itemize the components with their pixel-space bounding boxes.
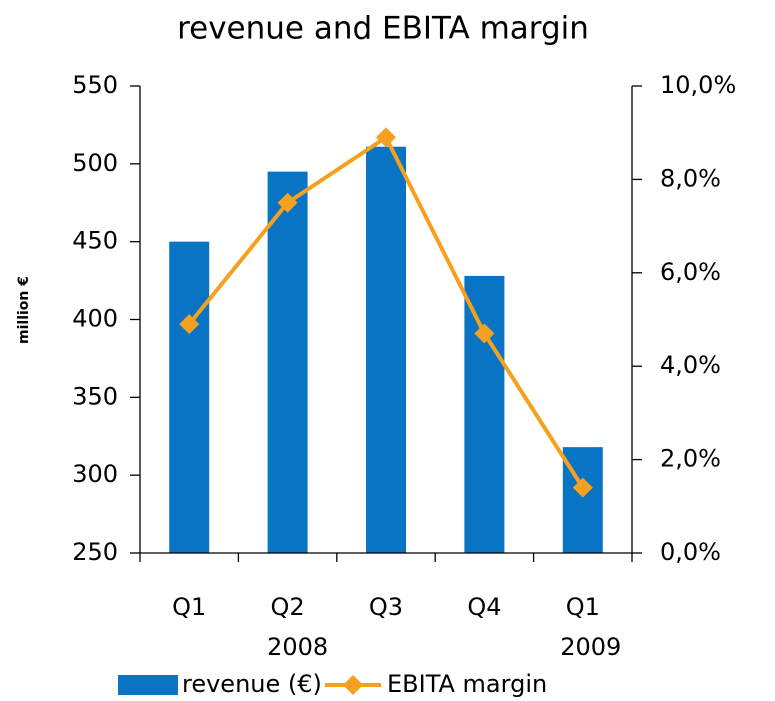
y-tick-label: 350 [72,382,118,410]
bar [267,171,308,553]
category-group-label: 2009 [560,633,621,661]
y2-tick-label: 8,0% [660,164,721,192]
x-tick-label: Q1 [172,593,206,621]
line-marker [572,477,593,498]
legend-label: revenue (€) [182,670,322,698]
bar [464,275,505,553]
line-marker [179,314,200,335]
x-tick-label: Q2 [271,593,305,621]
y2-tick-label: 4,0% [660,351,721,379]
bar [169,241,210,553]
y-tick-label: 300 [72,460,118,488]
chart-title: revenue and EBITA margin [177,11,589,47]
y-tick-label: 400 [72,305,118,333]
y-tick-label: 250 [72,538,118,566]
category-group-label: 2008 [267,633,328,661]
bar [366,146,406,553]
line-marker [376,127,396,148]
line-marker [474,323,495,344]
legend-swatch [118,675,178,695]
y-tick-label: 500 [72,149,118,177]
y2-tick-label: 0,0% [660,538,721,566]
y2-tick-label: 2,0% [660,445,721,473]
x-tick-label: Q4 [467,593,501,621]
y-tick-label: 550 [72,71,118,99]
legend-swatch-marker [343,675,363,695]
y2-tick-label: 10,0% [660,71,736,99]
legend-label: EBITA margin [387,670,547,698]
x-tick-label: Q3 [369,593,403,621]
y-axis-label: million € [16,276,32,344]
y2-tick-label: 6,0% [660,258,721,286]
y-tick-label: 450 [72,227,118,255]
line-marker [277,192,298,213]
x-tick-label: Q1 [566,593,600,621]
